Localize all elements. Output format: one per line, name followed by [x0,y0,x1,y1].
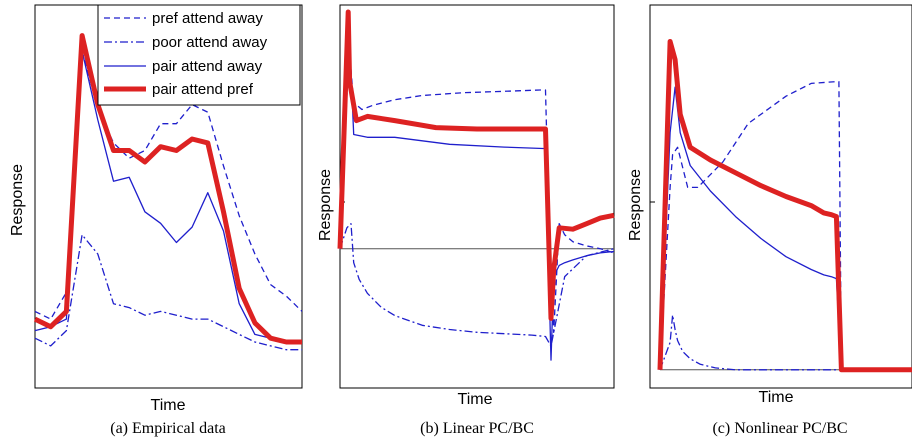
panel-empirical: pref attend away poor attend away pair a… [9,4,303,437]
x-axis-label: Time [458,391,493,408]
legend-label-pair-attend-away: pair attend away [152,58,263,75]
y-axis-label: Response [317,169,334,241]
series-line-pref-attend-away [659,80,912,371]
y-axis-label: Response [627,169,644,241]
series-line-pair-attend-pref [33,33,302,345]
legend-label-pair-attend-pref: pair attend pref [152,81,254,98]
caption: (b) Linear PC/BC [420,420,534,437]
legend: pref attend away poor attend away pair a… [97,4,301,106]
y-axis-label: Response [9,164,26,236]
legend-label-pref-attend-away: pref attend away [152,10,263,27]
series-line-poor-attend-away [339,223,615,347]
series-line-pair-attend-away [339,39,615,361]
series-line-poor-attend-away [659,314,912,371]
caption: (a) Empirical data [110,420,226,437]
panel-nonlinear: Response Time (c) Nonlinear PC/BC [627,4,912,437]
caption: (c) Nonlinear PC/BC [712,420,847,437]
legend-label-poor-attend-away: poor attend away [152,34,268,51]
series-line-pair-attend-pref [337,9,615,321]
series-line-pair-attend-away [659,86,912,371]
series-line-pair-attend-pref [657,39,912,373]
series-line-pref-attend-away [339,53,615,333]
x-axis-label: Time [759,389,794,406]
panel-linear: Response Time (b) Linear PC/BC [317,4,615,437]
plot-frame [649,4,912,389]
plot-frame [339,4,615,389]
x-axis-label: Time [151,397,186,414]
